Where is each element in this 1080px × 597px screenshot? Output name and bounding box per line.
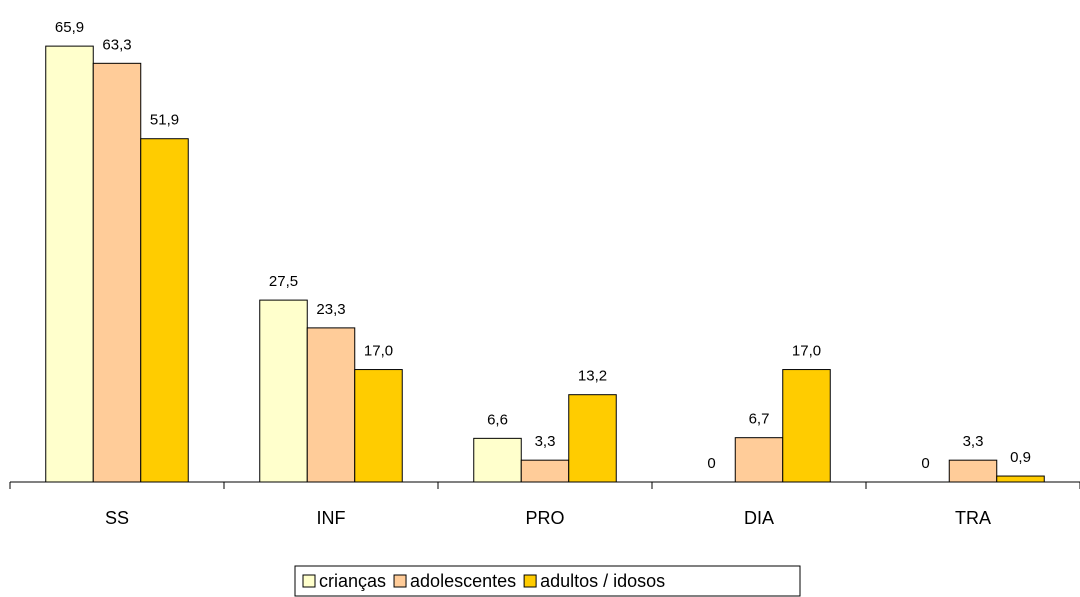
value-label: 63,3	[102, 36, 131, 53]
x-tick-label: INF	[317, 508, 346, 528]
bar	[996, 475, 1045, 483]
value-label: 65,9	[55, 19, 84, 36]
value-label: 17,0	[792, 343, 821, 360]
value-label: 3,3	[535, 433, 556, 450]
legend-swatch	[393, 574, 407, 588]
bar	[568, 394, 617, 483]
x-tick-label: PRO	[525, 508, 564, 528]
bar	[306, 327, 356, 483]
bar	[259, 299, 308, 483]
value-label: 51,9	[150, 112, 179, 129]
bar	[948, 459, 998, 483]
legend-box	[294, 565, 801, 597]
x-tick-label: DIA	[744, 508, 774, 528]
legend-label: adolescentes	[410, 571, 516, 591]
legend-swatch	[302, 574, 316, 588]
value-label: 0,9	[1010, 449, 1031, 466]
value-label: 23,3	[316, 301, 345, 318]
bar	[734, 437, 784, 483]
bar	[92, 62, 142, 483]
value-label: 0	[707, 455, 715, 472]
bar	[140, 138, 189, 483]
bar	[520, 459, 570, 483]
bar	[45, 45, 94, 483]
bar	[354, 369, 403, 483]
legend-label: crianças	[319, 571, 386, 591]
value-label: 27,5	[269, 273, 298, 290]
value-label: 6,7	[749, 411, 770, 428]
x-tick-label: SS	[105, 508, 129, 528]
x-tick-label: TRA	[955, 508, 991, 528]
bar	[473, 437, 522, 483]
value-label: 13,2	[578, 368, 607, 385]
value-label: 3,3	[963, 433, 984, 450]
value-label: 6,6	[487, 411, 508, 428]
value-label: 0	[921, 455, 929, 472]
legend-swatch	[523, 574, 537, 588]
bar	[782, 369, 831, 483]
legend-label: adultos / idosos	[540, 571, 665, 591]
value-label: 17,0	[364, 343, 393, 360]
